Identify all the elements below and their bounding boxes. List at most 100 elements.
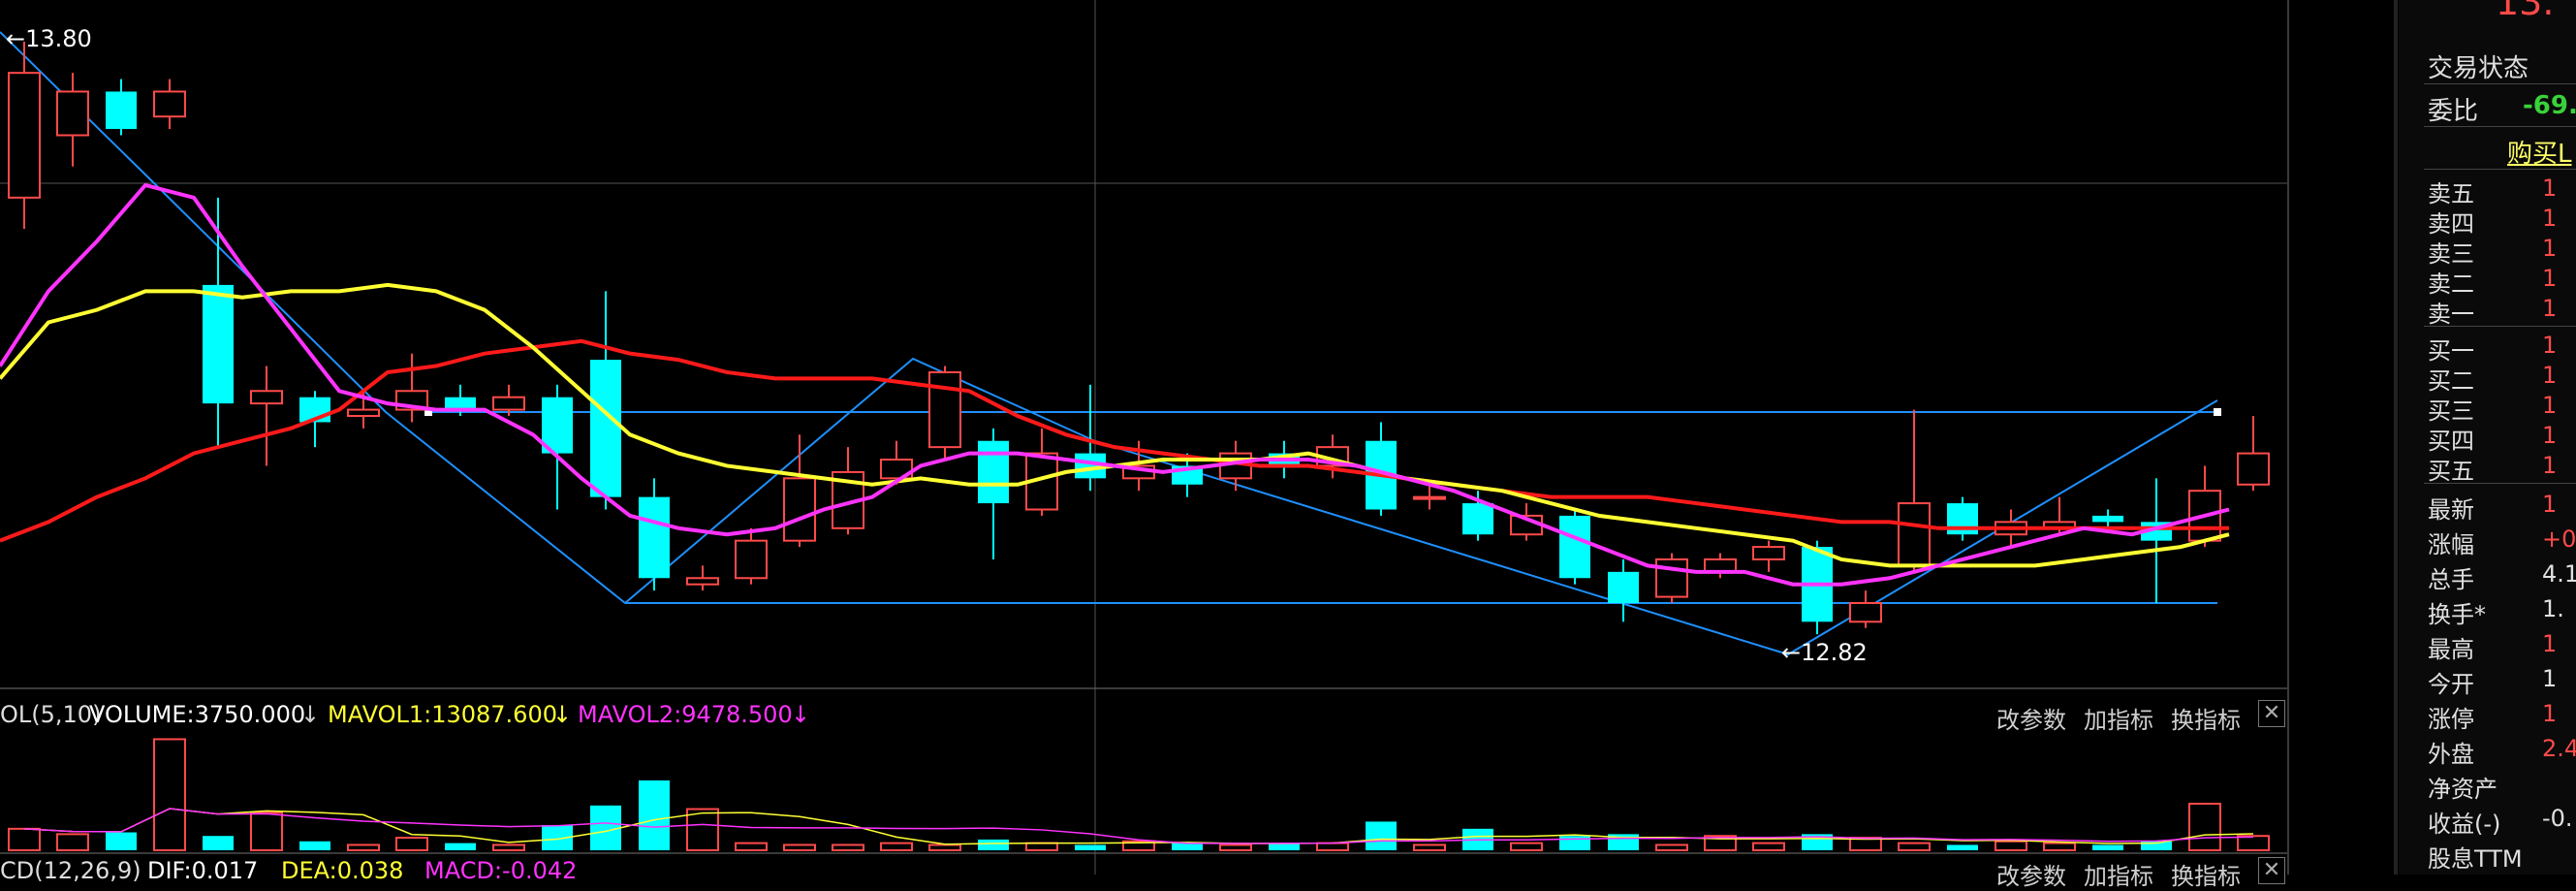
divider bbox=[2424, 169, 2576, 170]
candle-body-down bbox=[203, 284, 234, 404]
volume-bar-up bbox=[1316, 842, 1349, 851]
volume-bar-down bbox=[1366, 821, 1397, 850]
candle-body-up bbox=[492, 396, 525, 411]
candle-body-up bbox=[1413, 495, 1446, 500]
change-params-button[interactable]: 改参数 bbox=[1996, 707, 2066, 734]
vol-arrow-1: ↓ bbox=[300, 701, 321, 728]
volume-bar-down bbox=[1947, 844, 1978, 850]
sell-level-label: 卖二 bbox=[2428, 270, 2474, 298]
candle-body-up bbox=[1898, 502, 1931, 567]
candle-body-up bbox=[8, 72, 41, 199]
volume-bar-up bbox=[1219, 843, 1252, 851]
stat-row-value: -0. bbox=[2542, 805, 2573, 832]
stat-row-value: 1 bbox=[2542, 630, 2558, 657]
switch-indicator-button[interactable]: 换指标 bbox=[2171, 707, 2241, 734]
volume-bar-up bbox=[880, 842, 913, 851]
macd-indicator-name[interactable]: CD(12,26,9) bbox=[0, 857, 141, 884]
stat-row-value: 1 bbox=[2542, 665, 2558, 692]
candle-body-down bbox=[639, 496, 670, 579]
sell-level-label: 卖四 bbox=[2428, 210, 2474, 238]
stat-row-label: 最高 bbox=[2428, 636, 2474, 663]
volume-bar-down bbox=[106, 832, 137, 850]
macd-dea-value: DEA:0.038 bbox=[281, 857, 404, 884]
candle-body-up bbox=[686, 577, 719, 586]
candle-body-down bbox=[445, 397, 476, 410]
volume-bar-down bbox=[203, 836, 234, 850]
close-indicator-button[interactable]: ✕ bbox=[2258, 700, 2285, 727]
vol-volume-value: VOLUME:3750.000 bbox=[89, 701, 306, 728]
candle-body-up bbox=[880, 459, 913, 480]
volume-bar-up bbox=[783, 843, 816, 851]
sell-level-label: 卖五 bbox=[2428, 180, 2474, 207]
stat-row-label: 涨停 bbox=[2428, 706, 2474, 733]
volume-bar-down bbox=[978, 839, 1009, 850]
buy-level-label: 买四 bbox=[2428, 428, 2474, 455]
price-chart[interactable]: 13.8013.7013.6013.5013.4013.3013.2013.10… bbox=[0, 0, 2396, 875]
mavol1-line bbox=[23, 808, 2254, 845]
volume-bar-down bbox=[639, 780, 670, 850]
stat-row-value: 2.4 bbox=[2542, 735, 2576, 762]
volume-bar-up bbox=[1025, 842, 1058, 851]
candle-body-down bbox=[106, 91, 137, 130]
volume-bar-down bbox=[1269, 843, 1300, 850]
quote-panel: 13. 交易状态 委比 -69. 购买L 卖五 1 卖四 1 卖三 1 卖二 1 卖一 1 买一 1 买… bbox=[2399, 0, 2576, 875]
buy-level-label: 买五 bbox=[2428, 458, 2474, 485]
candle-body-up bbox=[1655, 557, 1688, 598]
macd-macd-value: MACD:-0.042 bbox=[424, 857, 578, 884]
buy-level-value: 1 bbox=[2542, 362, 2558, 389]
stat-row-value: 1. bbox=[2542, 595, 2564, 622]
sell-level-label: 卖三 bbox=[2428, 240, 2474, 268]
buy-level-label: 买三 bbox=[2428, 398, 2474, 425]
candle-body-down bbox=[978, 440, 1009, 504]
vol-indicator-name[interactable]: OL(5,10) bbox=[0, 701, 102, 728]
volume-bar-down bbox=[590, 805, 621, 850]
stat-row-label: 涨幅 bbox=[2428, 531, 2474, 558]
candle-body-down bbox=[542, 397, 573, 454]
volume-bar-up bbox=[2237, 835, 2270, 852]
candle-body-down bbox=[1462, 503, 1493, 535]
volume-bar-up bbox=[1752, 842, 1785, 851]
volume-bar-up bbox=[8, 827, 41, 851]
trend-line bbox=[0, 31, 2218, 656]
ma-line-red bbox=[0, 338, 2229, 543]
candle-body-up bbox=[735, 539, 768, 580]
buy-level-label: 买一 bbox=[2428, 337, 2474, 365]
volume-bar-up bbox=[1995, 840, 2027, 852]
commission-ratio-value: -69. bbox=[2523, 91, 2576, 120]
low-annotation: ←12.82 bbox=[1781, 639, 1868, 666]
high-annotation: ←13.80 bbox=[6, 25, 92, 52]
candle-body-down bbox=[1559, 515, 1590, 579]
sell-level-value: 1 bbox=[2542, 265, 2558, 292]
volume-bar-down bbox=[1559, 836, 1590, 850]
volume-bar-up bbox=[832, 843, 864, 851]
vol-mavol2-value: MAVOL2:9478.500 bbox=[578, 701, 793, 728]
sell-level-label: 卖一 bbox=[2428, 301, 2474, 328]
stat-row-value: 1 bbox=[2542, 700, 2558, 727]
ma-line-magenta bbox=[0, 182, 2230, 587]
volume-bar-up bbox=[250, 811, 283, 851]
sell-level-value: 1 bbox=[2542, 295, 2558, 322]
kline-chart-area[interactable]: 13.8013.7013.6013.5013.4013.3013.2013.10… bbox=[0, 0, 2396, 890]
candle-body-up bbox=[153, 90, 186, 118]
divider bbox=[2424, 326, 2576, 327]
candle-body-up bbox=[250, 390, 283, 405]
vol-arrow-3: ↓ bbox=[791, 701, 811, 728]
stat-row-label: 换手* bbox=[2428, 601, 2486, 628]
volume-bar-down bbox=[2092, 844, 2123, 850]
macd-close-button[interactable]: ✕ bbox=[2258, 857, 2285, 884]
sell-level-value: 1 bbox=[2542, 205, 2558, 232]
sell-level-value: 1 bbox=[2542, 235, 2558, 262]
add-indicator-button[interactable]: 加指标 bbox=[2084, 707, 2153, 734]
vol-arrow-2: ↓ bbox=[552, 701, 573, 728]
commission-ratio-label: 委比 bbox=[2428, 97, 2479, 126]
trend-handle[interactable] bbox=[424, 408, 432, 416]
buy-link[interactable]: 购买L bbox=[2507, 140, 2572, 169]
macd-dif-value: DIF:0.017 bbox=[147, 857, 259, 884]
volume-bar-up bbox=[492, 843, 525, 851]
panel-divider[interactable] bbox=[2394, 0, 2398, 875]
buy-level-value: 1 bbox=[2542, 332, 2558, 359]
stat-row-label: 最新 bbox=[2428, 496, 2474, 524]
stat-row-label: 总手 bbox=[2428, 566, 2474, 593]
stat-row-label: 外盘 bbox=[2428, 741, 2474, 768]
trend-handle[interactable] bbox=[2214, 408, 2221, 416]
